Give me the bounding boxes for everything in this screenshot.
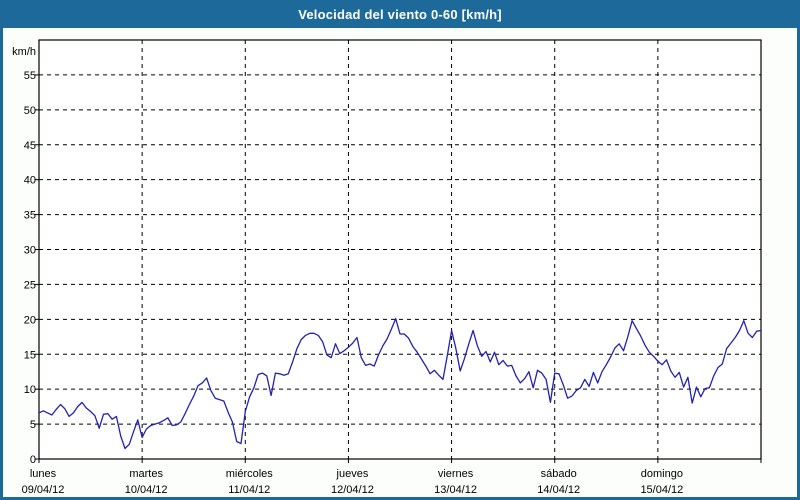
y-tick-label: 30 [24,245,36,257]
y-tick-label: 40 [24,175,36,187]
y-tick-label: 20 [24,314,36,326]
y-tick-label: 50 [24,105,36,117]
y-tick-label: 55 [24,70,36,82]
app-window: Velocidad del viento 0-60 [km/h] 0510152… [0,0,800,500]
day-date-label: 10/04/12 [125,484,168,496]
day-date-label: 12/04/12 [331,484,374,496]
wind-speed-chart: 0 5 10 15 20 25 30 35 40 45 50 55 km/h lunes 09/04/12 m… [0,0,800,500]
y-tick-label: 15 [24,349,36,361]
chart-panel: 0 5 10 15 20 25 30 35 40 45 50 55 km/h lunes 09/04/12 m… [3,28,797,497]
y-tick-label: 45 [24,140,36,152]
day-date-label: 11/04/12 [228,484,270,496]
day-name-label: viernes [438,468,474,480]
day-name-label: jueves [336,468,369,480]
day-date-label: 09/04/12 [22,484,65,496]
day-name-label: martes [129,468,163,480]
y-axis-unit-label: km/h [12,46,36,58]
day-name-label: domingo [641,468,683,480]
y-tick-label: 0 [30,454,36,466]
day-date-label: 13/04/12 [434,484,477,496]
y-tick-label: 35 [24,210,36,222]
y-tick-label: 5 [30,419,36,431]
day-date-label: 15/04/12 [640,484,683,496]
day-name-label: miércoles [226,468,274,480]
y-tick-label: 10 [24,384,36,396]
y-tick-label: 25 [24,279,36,291]
day-date-label: 14/04/12 [537,484,580,496]
day-name-label: sábado [541,468,577,480]
day-name-label: lunes [30,468,57,480]
